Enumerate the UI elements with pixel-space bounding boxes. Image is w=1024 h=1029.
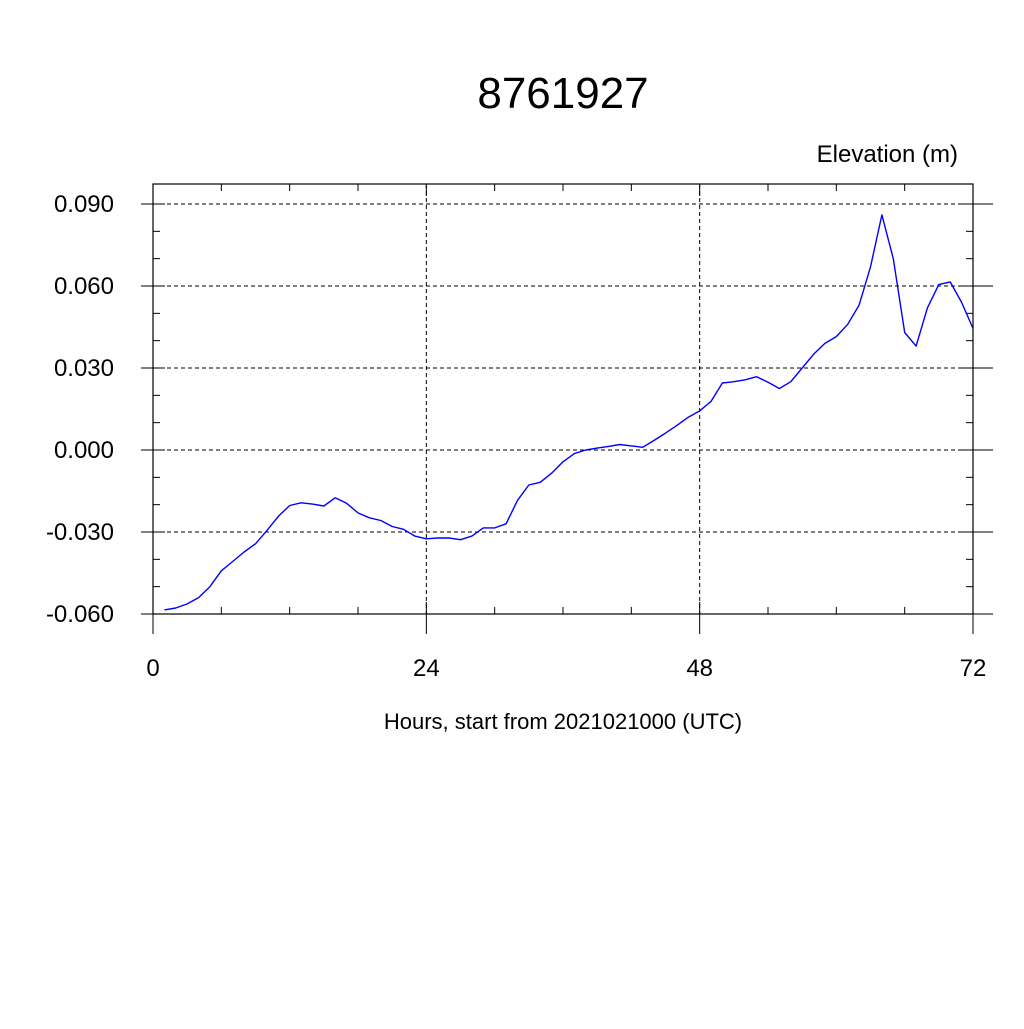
series-line <box>164 214 974 611</box>
y-axis-label: Elevation (m) <box>817 141 958 168</box>
y-tick-label: 0.030 <box>54 355 114 382</box>
y-tick-label: -0.060 <box>46 601 114 628</box>
y-tick-label: 0.000 <box>54 437 114 464</box>
y-tick-label: 0.090 <box>54 191 114 218</box>
axis-ticks <box>141 184 993 634</box>
x-tick-label: 48 <box>686 655 713 682</box>
x-tick-label: 72 <box>960 655 987 682</box>
x-tick-label: 24 <box>413 655 440 682</box>
x-tick-label: 0 <box>146 655 159 682</box>
plot-frame <box>152 183 974 615</box>
grid-lines <box>153 184 973 615</box>
chart-title: 8761927 <box>477 69 648 118</box>
x-axis-label: Hours, start from 2021021000 (UTC) <box>384 709 742 734</box>
tick-labels: -0.060 -0.030 0.000 0.030 0.060 0.090 0 24 48 72 <box>46 191 986 682</box>
y-tick-label: 0.060 <box>54 273 114 300</box>
y-tick-label: -0.030 <box>46 519 114 546</box>
series-layer <box>164 214 974 611</box>
